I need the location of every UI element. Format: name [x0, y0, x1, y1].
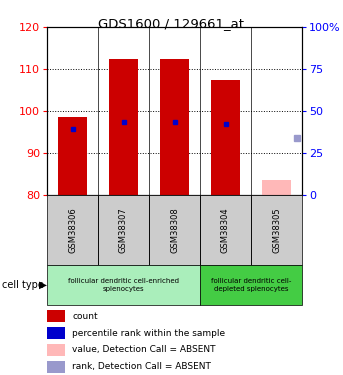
Bar	[109, 58, 138, 195]
Text: GSM38304: GSM38304	[221, 207, 230, 253]
Bar	[47, 327, 66, 339]
Bar	[47, 265, 200, 305]
Text: GSM38306: GSM38306	[68, 207, 77, 253]
Text: cell type: cell type	[2, 280, 44, 290]
Bar	[200, 265, 302, 305]
Bar	[98, 195, 149, 265]
Bar	[149, 195, 200, 265]
Text: rank, Detection Call = ABSENT: rank, Detection Call = ABSENT	[72, 362, 211, 371]
Text: GSM38305: GSM38305	[272, 207, 281, 253]
Bar	[262, 180, 291, 195]
Bar	[47, 195, 98, 265]
Text: percentile rank within the sample: percentile rank within the sample	[72, 328, 226, 338]
Text: GDS1600 / 129661_at: GDS1600 / 129661_at	[98, 17, 245, 30]
Text: ▶: ▶	[39, 280, 47, 290]
Text: count: count	[72, 312, 98, 321]
Text: value, Detection Call = ABSENT: value, Detection Call = ABSENT	[72, 345, 216, 354]
Bar	[58, 117, 86, 195]
Bar	[47, 361, 66, 373]
Bar	[47, 344, 66, 356]
Bar	[161, 58, 189, 195]
Bar	[212, 80, 239, 195]
Text: GSM38307: GSM38307	[119, 207, 128, 253]
Bar	[47, 310, 66, 322]
Bar	[200, 195, 251, 265]
Bar	[251, 195, 302, 265]
Text: follicular dendritic cell-
depleted splenocytes: follicular dendritic cell- depleted sple…	[211, 278, 291, 292]
Text: follicular dendritic cell-enriched
splenocytes: follicular dendritic cell-enriched splen…	[68, 278, 179, 292]
Text: GSM38308: GSM38308	[170, 207, 179, 253]
